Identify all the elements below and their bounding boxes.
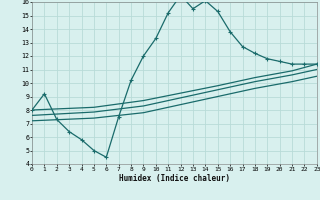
X-axis label: Humidex (Indice chaleur): Humidex (Indice chaleur)	[119, 174, 230, 183]
